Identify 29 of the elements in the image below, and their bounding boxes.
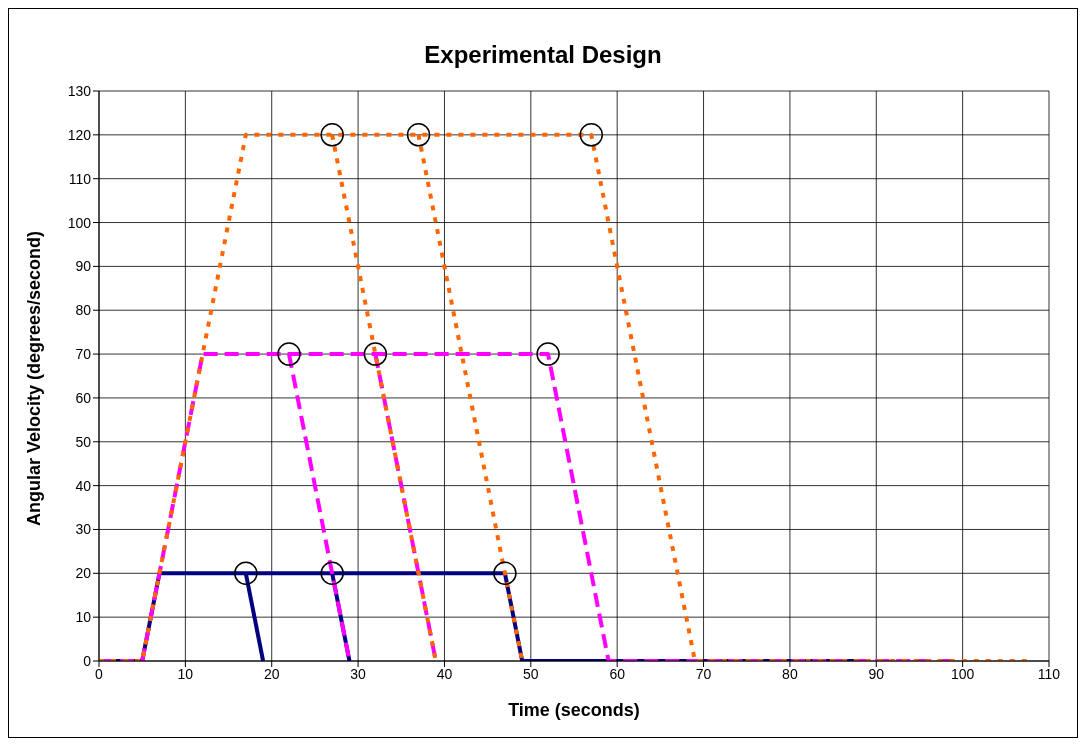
chart-title: Experimental Design xyxy=(423,41,663,70)
x-tick-label: 80 xyxy=(782,665,798,682)
y-tick-label: 10 xyxy=(75,609,92,626)
x-axis-title: Time (seconds) xyxy=(508,700,640,720)
y-axis-title: Angular Velocity (degrees/second) xyxy=(24,230,45,526)
y-tick-label: 110 xyxy=(68,170,92,187)
y-tick-label: 100 xyxy=(67,214,92,231)
y-tick-label: 80 xyxy=(75,302,92,319)
y-tick-label: 120 xyxy=(67,126,92,143)
y-tick-label: 130 xyxy=(67,82,92,99)
x-tick-label: 110 xyxy=(1037,665,1061,682)
y-tick-label: 50 xyxy=(75,433,92,450)
y-tick-label: 60 xyxy=(75,389,92,406)
x-tick-label: 90 xyxy=(868,665,885,682)
x-tick-label: 40 xyxy=(436,665,453,682)
x-tick-label: 0 xyxy=(95,665,104,682)
x-tick-label: 20 xyxy=(263,665,280,682)
y-tick-label: 0 xyxy=(83,652,92,669)
x-tick-label: 70 xyxy=(695,665,712,682)
x-tick-label: 10 xyxy=(177,665,194,682)
x-tick-label: 30 xyxy=(350,665,367,682)
y-tick-label: 40 xyxy=(75,477,92,494)
x-tick-label: 60 xyxy=(609,665,626,682)
y-tick-label: 90 xyxy=(75,258,92,275)
y-tick-label: 20 xyxy=(75,565,92,582)
x-tick-label: 50 xyxy=(523,665,539,682)
x-tick-label: 100 xyxy=(950,665,975,682)
y-tick-label: 70 xyxy=(75,346,92,363)
y-tick-label: 30 xyxy=(75,521,92,538)
